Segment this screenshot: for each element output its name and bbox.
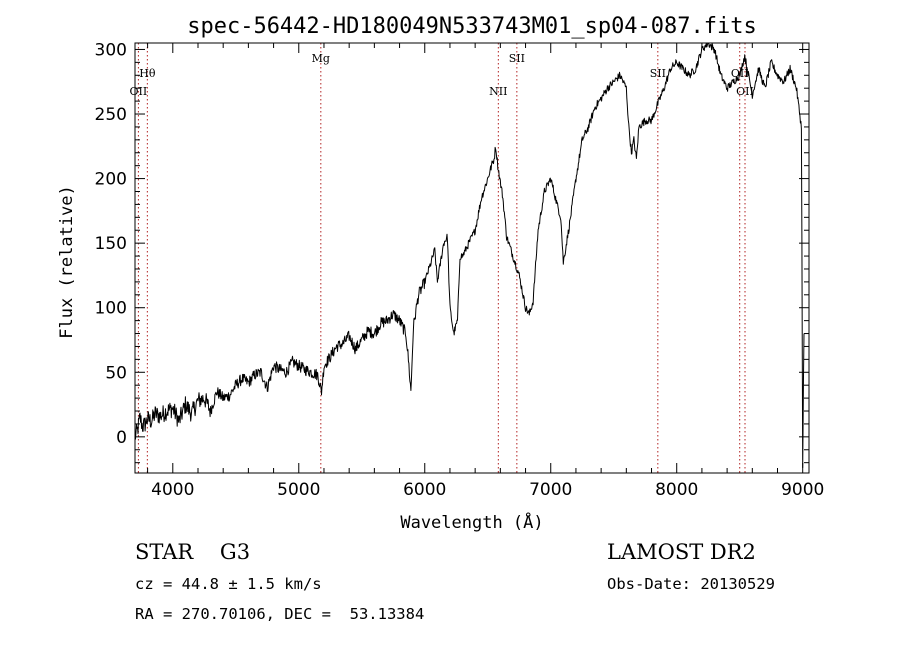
plot-area xyxy=(134,42,805,469)
axis-ticks: 4000 5000 6000 7000 8000 9000 0 50 100 150 200 250 3… xyxy=(95,40,825,500)
y-tick-label: 300 xyxy=(95,40,127,60)
x-tick-label: 8000 xyxy=(655,480,698,500)
x-tick-label: 6000 xyxy=(403,480,446,500)
plot-frame xyxy=(134,42,810,474)
spectral-line-label: Hθ xyxy=(139,67,156,80)
spectral-line-label: SII xyxy=(509,52,525,65)
spectral-line-label: OII xyxy=(736,85,754,98)
x-tick-label: 4000 xyxy=(151,480,194,500)
spectrum-series-line xyxy=(134,42,805,469)
x-tick-label: 7000 xyxy=(529,480,572,500)
spectral-line-label: Mg xyxy=(312,52,330,65)
redshift-cz: cz = 44.8 ± 1.5 km/s xyxy=(135,575,322,593)
spectral-line-label: OII xyxy=(130,85,148,98)
spectral-line-label: NII xyxy=(489,85,507,98)
y-tick-label: 50 xyxy=(105,363,127,383)
object-class: STAR G3 xyxy=(135,540,251,564)
y-axis-label: Flux (relative) xyxy=(57,185,77,339)
x-tick-label: 5000 xyxy=(277,480,320,500)
coordinates: RA = 270.70106, DEC = 53.13384 xyxy=(135,605,425,623)
x-axis-label: Wavelength (Å) xyxy=(400,511,543,533)
y-tick-label: 200 xyxy=(95,170,127,190)
chart-title: spec-56442-HD180049N533743M01_sp04-087.f… xyxy=(187,14,757,39)
y-tick-label: 0 xyxy=(116,428,127,448)
observation-date: Obs-Date: 20130529 xyxy=(607,575,775,593)
y-tick-label: 100 xyxy=(95,299,127,319)
spectral-line-label: SII xyxy=(650,67,666,80)
survey-name: LAMOST DR2 xyxy=(607,540,756,564)
y-tick-label: 150 xyxy=(95,234,127,254)
y-tick-label: 250 xyxy=(95,105,127,125)
x-tick-label: 9000 xyxy=(781,480,824,500)
